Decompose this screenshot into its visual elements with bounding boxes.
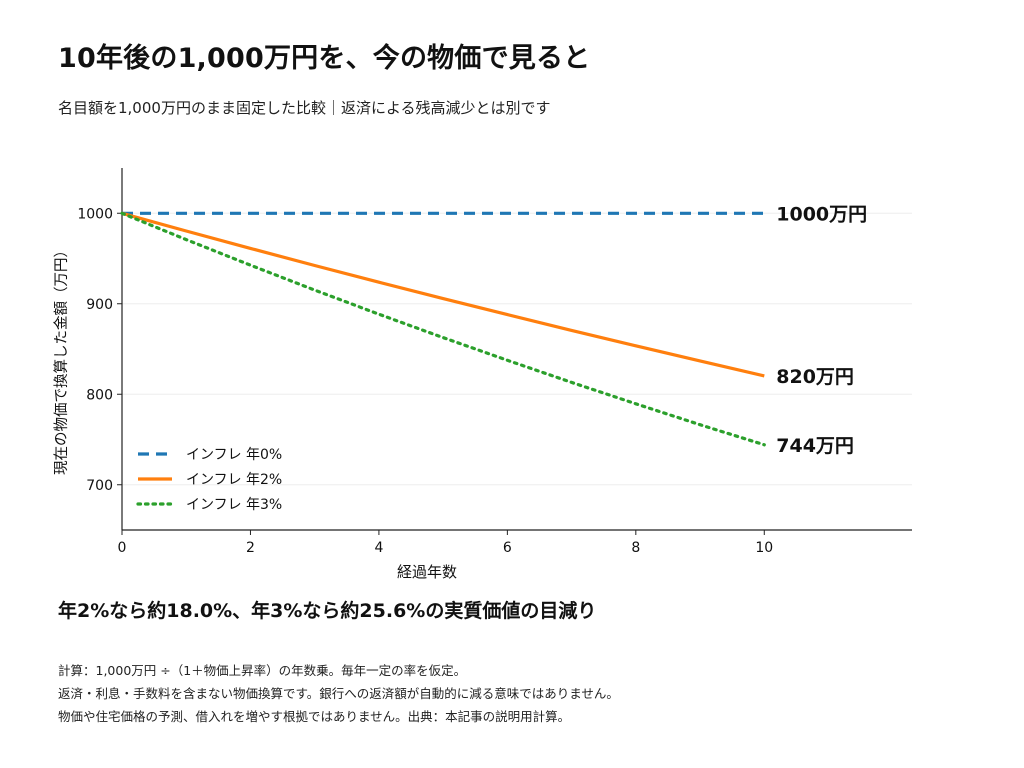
- legend-label-0: インフレ 年0%: [186, 447, 282, 463]
- chart-title: 10年後の1,000万円を、今の物価で見ると: [58, 43, 591, 74]
- x-axis-label: 経過年数: [397, 563, 457, 581]
- y-axis-label: 現在の物価で換算した金額（万円）: [53, 243, 70, 475]
- footnote-calculation: 計算：1,000万円 ÷（1＋物価上昇率）の年数乗。毎年一定の率を仮定。: [58, 663, 467, 678]
- y-tick-label: 1000: [77, 206, 113, 222]
- x-tick-label: 8: [631, 540, 640, 556]
- y-tick-label: 700: [86, 478, 113, 494]
- end-label-2: 744万円: [776, 435, 854, 457]
- y-tick-label: 800: [86, 387, 113, 403]
- takeaway-text: 年2%なら約18.0%、年3%なら約25.6%の実質価値の目減り: [58, 600, 597, 622]
- series-line-1: [121, 211, 765, 378]
- y-tick-label: 900: [86, 297, 113, 313]
- x-tick-label: 2: [246, 540, 255, 556]
- footnote-disclaimer-source: 物価や住宅価格の予測、借入れを増やす根拠ではありません。出典：本記事の説明用計算…: [58, 709, 571, 724]
- x-tick-label: 0: [118, 540, 127, 556]
- x-tick-label: 10: [755, 540, 773, 556]
- x-tick-label: 6: [503, 540, 512, 556]
- end-label-0: 1000万円: [776, 203, 867, 225]
- series-line-2: [120, 211, 766, 447]
- footnote-scope: 返済・利息・手数料を含まない物価換算です。銀行への返済額が自動的に減る意味ではあ…: [58, 686, 619, 701]
- legend-label-1: インフレ 年2%: [186, 472, 282, 488]
- x-tick-label: 4: [374, 540, 383, 556]
- legend-label-2: インフレ 年3%: [186, 497, 282, 513]
- end-label-1: 820万円: [776, 366, 854, 388]
- chart-subtitle: 名目額を1,000万円のまま固定した比較｜返済による残高減少とは別です: [58, 99, 551, 117]
